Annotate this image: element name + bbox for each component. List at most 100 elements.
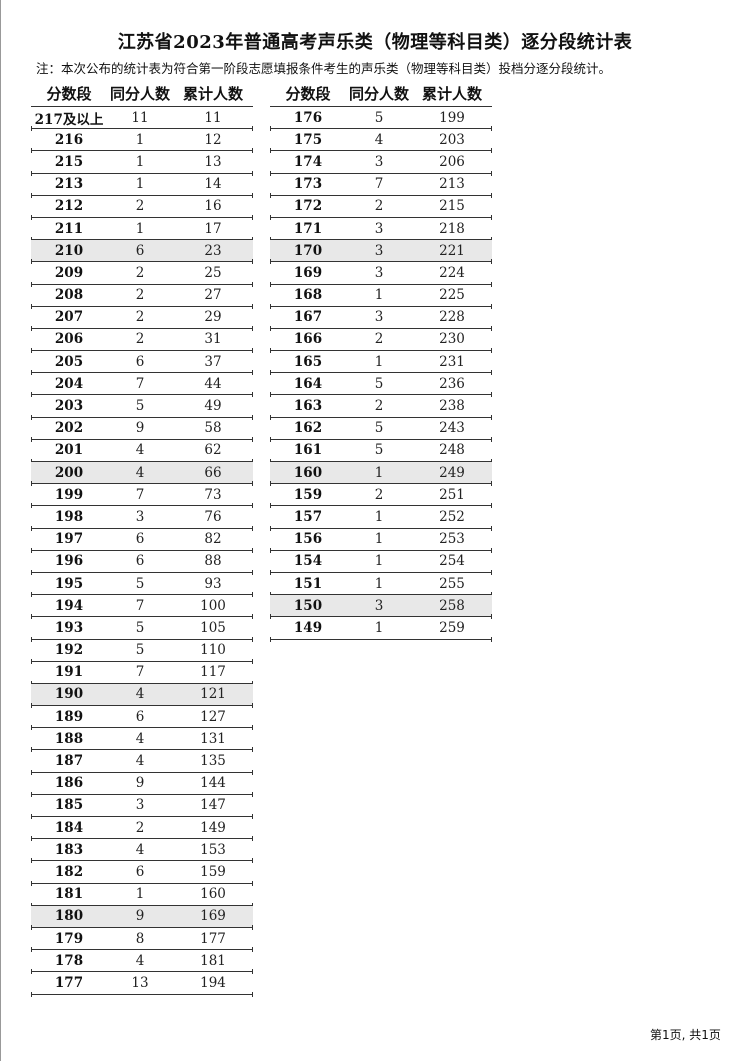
score-cell: 181 bbox=[54, 886, 84, 903]
score-cell: 178 bbox=[54, 952, 84, 969]
cumulative-cell: 17 bbox=[204, 220, 222, 237]
score-cell: 174 bbox=[293, 153, 323, 170]
score-cell: 179 bbox=[54, 930, 84, 947]
score-cell: 149 bbox=[293, 619, 323, 636]
table-row: 196 6 88 bbox=[31, 551, 253, 576]
header-same-count: 同分人数 bbox=[348, 84, 409, 103]
same-count-cell: 1 bbox=[135, 153, 145, 170]
score-cell: 177 bbox=[54, 974, 84, 991]
cumulative-cell: 66 bbox=[204, 464, 222, 481]
table-row: 206 2 31 bbox=[31, 329, 253, 354]
cumulative-cell: 73 bbox=[204, 486, 222, 503]
cumulative-cell: 127 bbox=[200, 708, 226, 725]
score-cell: 185 bbox=[54, 797, 84, 814]
table-row: 209 2 25 bbox=[31, 262, 253, 287]
same-count-cell: 4 bbox=[135, 841, 145, 858]
score-cell: 162 bbox=[293, 420, 323, 437]
score-cell: 191 bbox=[54, 664, 84, 681]
same-count-cell: 2 bbox=[374, 198, 384, 215]
same-count-cell: 1 bbox=[135, 131, 145, 148]
score-cell: 212 bbox=[54, 198, 84, 215]
score-cell: 203 bbox=[54, 398, 84, 415]
same-count-cell: 4 bbox=[135, 730, 145, 747]
same-count-cell: 3 bbox=[135, 508, 145, 525]
cumulative-cell: 203 bbox=[439, 131, 465, 148]
cumulative-cell: 131 bbox=[200, 730, 226, 747]
table-row: 197 6 82 bbox=[31, 529, 253, 553]
score-cell: 156 bbox=[293, 531, 323, 548]
cumulative-cell: 153 bbox=[200, 841, 226, 858]
table-body: 217及以上 11 11 216 1 12 215 1 13 213 1 14 212 2 16 211 1 17… bbox=[31, 107, 253, 997]
same-count-cell: 2 bbox=[135, 331, 145, 348]
score-cell: 151 bbox=[293, 575, 323, 592]
cumulative-cell: 243 bbox=[439, 420, 465, 437]
same-count-cell: 4 bbox=[135, 464, 145, 481]
cumulative-cell: 76 bbox=[204, 508, 222, 525]
cumulative-cell: 23 bbox=[204, 242, 222, 259]
score-cell: 186 bbox=[54, 775, 84, 792]
cumulative-cell: 14 bbox=[204, 176, 222, 193]
score-cell: 206 bbox=[54, 331, 84, 348]
same-count-cell: 7 bbox=[135, 664, 145, 681]
score-cell: 213 bbox=[54, 176, 84, 193]
score-cell: 175 bbox=[293, 131, 323, 148]
same-count-cell: 2 bbox=[374, 398, 384, 415]
table-row: 177 13 194 bbox=[31, 972, 253, 997]
same-count-cell: 1 bbox=[374, 531, 384, 548]
same-count-cell: 9 bbox=[135, 775, 145, 792]
score-cell: 161 bbox=[293, 442, 323, 459]
table-row: 192 5 110 bbox=[31, 640, 253, 664]
cumulative-cell: 147 bbox=[200, 797, 226, 814]
score-cell: 201 bbox=[54, 442, 84, 459]
same-count-cell: 2 bbox=[135, 264, 145, 281]
table-row: 150 3 258 bbox=[270, 595, 492, 620]
table-row: 180 9 169 bbox=[31, 905, 253, 931]
header-score: 分数段 bbox=[46, 84, 92, 103]
same-count-cell: 6 bbox=[135, 353, 145, 370]
same-count-cell: 2 bbox=[135, 198, 145, 215]
same-count-cell: 4 bbox=[135, 952, 145, 969]
table-row: 157 1 252 bbox=[270, 506, 492, 531]
same-count-cell: 5 bbox=[135, 619, 145, 636]
cumulative-cell: 218 bbox=[439, 220, 465, 237]
score-cell: 200 bbox=[54, 464, 84, 481]
table-row: 188 4 131 bbox=[31, 728, 253, 753]
cumulative-cell: 253 bbox=[439, 531, 465, 548]
table-row: 160 1 249 bbox=[270, 462, 492, 487]
score-cell: 215 bbox=[54, 153, 84, 170]
note-text: 注：本次公布的统计表为符合第一阶段志愿填报条件考生的声乐类（物理等科目类）投档分… bbox=[36, 61, 612, 76]
table-row: 151 1 255 bbox=[270, 573, 492, 598]
table-row: 166 2 230 bbox=[270, 329, 492, 354]
same-count-cell: 2 bbox=[135, 287, 145, 304]
table-row: 190 4 121 bbox=[31, 683, 253, 709]
cumulative-cell: 160 bbox=[200, 886, 226, 903]
table-row: 154 1 254 bbox=[270, 551, 492, 576]
cumulative-cell: 93 bbox=[204, 575, 222, 592]
same-count-cell: 2 bbox=[135, 309, 145, 326]
score-cell: 217及以上 bbox=[34, 111, 104, 128]
table-row: 156 1 253 bbox=[270, 529, 492, 553]
cumulative-cell: 249 bbox=[439, 464, 465, 481]
table-row: 184 2 149 bbox=[31, 817, 253, 842]
cumulative-cell: 215 bbox=[439, 198, 465, 215]
table-row: 194 7 100 bbox=[31, 595, 253, 620]
table-row: 165 1 231 bbox=[270, 351, 492, 376]
same-count-cell: 1 bbox=[374, 464, 384, 481]
same-count-cell: 2 bbox=[374, 331, 384, 348]
cumulative-cell: 149 bbox=[200, 819, 226, 836]
table-row: 208 2 27 bbox=[31, 285, 253, 309]
score-cell: 172 bbox=[293, 198, 323, 215]
table-row: 171 3 218 bbox=[270, 218, 492, 243]
same-count-cell: 1 bbox=[135, 886, 145, 903]
same-count-cell: 4 bbox=[135, 442, 145, 459]
same-count-cell: 6 bbox=[135, 553, 145, 570]
cumulative-cell: 100 bbox=[200, 597, 226, 614]
cumulative-cell: 13 bbox=[204, 153, 222, 170]
cumulative-cell: 16 bbox=[204, 198, 222, 215]
table-row: 198 3 76 bbox=[31, 506, 253, 531]
cumulative-cell: 88 bbox=[204, 553, 222, 570]
table-row: 204 7 44 bbox=[31, 373, 253, 398]
table-row: 217及以上 11 11 bbox=[31, 107, 253, 132]
same-count-cell: 5 bbox=[374, 420, 384, 437]
score-cell: 210 bbox=[54, 242, 84, 259]
